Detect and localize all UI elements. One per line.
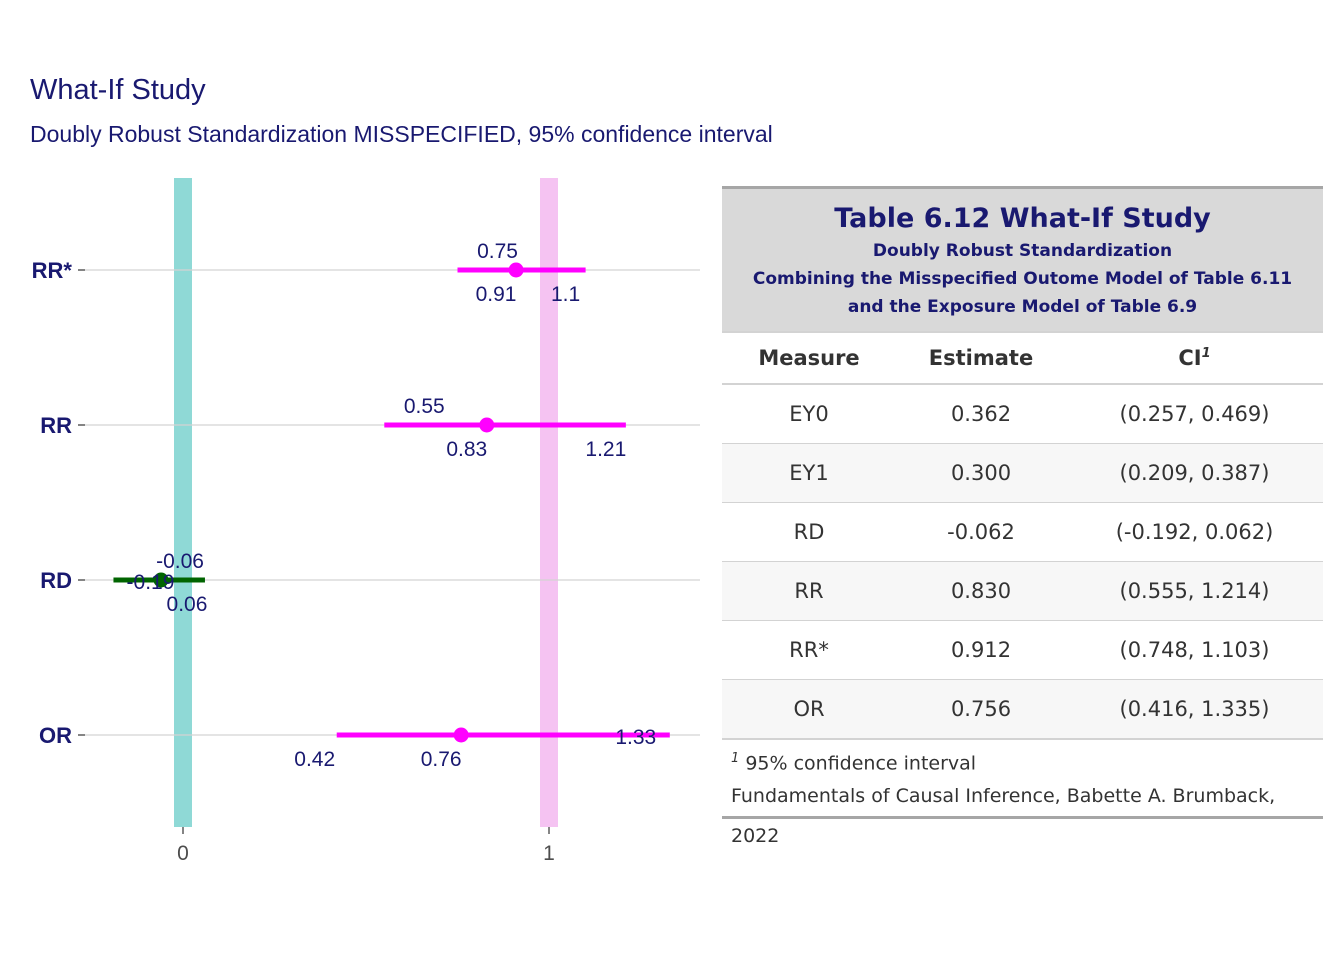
estimate-point (453, 727, 469, 743)
footnote-mark: 1 (731, 751, 740, 766)
table-row: OR 0.756 (0.416, 1.335) (722, 680, 1323, 740)
reference-band-zero (174, 178, 192, 827)
table-body: EY0 0.362 (0.257, 0.469) EY1 0.300 (0.209, 0.… (722, 385, 1323, 740)
estimate-point (153, 572, 169, 588)
ci-upper-label: 1.21 (585, 438, 626, 461)
cell-estimate: -0.062 (947, 520, 1015, 544)
table-subtitle-line: Combining the Misspecified Outome Model … (752, 269, 1293, 289)
cell-measure: EY1 (789, 461, 829, 485)
estimate-label: -0.06 (156, 550, 204, 573)
column-header-ci: CI1 (1066, 346, 1323, 370)
cell-measure: RD (793, 520, 825, 544)
estimate-point (479, 417, 495, 433)
table-row: RR* 0.912 (0.748, 1.103) (722, 621, 1323, 680)
cell-ci: (0.209, 0.387) (1119, 461, 1270, 485)
column-header-measure: Measure (758, 346, 860, 370)
chart-subtitle: Doubly Robust Standardization MISSPECIFI… (30, 121, 773, 147)
ci-lower-label: -0.19 (127, 571, 175, 594)
ci-upper-label: 1.1 (551, 283, 580, 306)
table-row: EY0 0.362 (0.257, 0.469) (722, 385, 1323, 444)
ci-lower-label: 0.55 (404, 395, 445, 418)
results-table: Table 6.12 What-If Study Doubly Robust S… (722, 186, 1323, 847)
cell-ci: (0.257, 0.469) (1119, 402, 1270, 426)
table-subtitle-line: and the Exposure Model of Table 6.9 (847, 297, 1198, 317)
table-footnote: 1 95% confidence interval (722, 740, 1323, 776)
ci-lower-label: 0.42 (294, 748, 335, 771)
estimate-label: 0.76 (421, 748, 462, 771)
cell-ci: (-0.192, 0.062) (1115, 520, 1274, 544)
cell-estimate: 0.830 (950, 579, 1012, 603)
chart-title: What-If Study (30, 74, 206, 106)
table-subtitle-line: Doubly Robust Standardization (872, 241, 1173, 261)
estimate-label: 0.83 (446, 438, 487, 461)
cell-estimate: 0.756 (950, 697, 1012, 721)
table-title: Table 6.12 What-If Study (834, 203, 1211, 234)
y-tick-label: OR (39, 723, 72, 748)
ci-lower-label: 0.75 (477, 240, 518, 263)
y-tick-label: RD (40, 568, 72, 593)
cell-estimate: 0.912 (950, 638, 1012, 662)
cell-measure: EY0 (789, 402, 829, 426)
table-row: EY1 0.300 (0.209, 0.387) (722, 444, 1323, 503)
ci-upper-label: 1.33 (615, 726, 656, 749)
y-tick-label: RR (40, 413, 72, 438)
column-headers: Measure Estimate CI1 (722, 331, 1323, 385)
cell-measure: OR (793, 697, 825, 721)
table-source-note: Fundamentals of Causal Inference, Babett… (722, 776, 1323, 847)
table-row: RR 0.830 (0.555, 1.214) (722, 562, 1323, 621)
cell-ci: (0.748, 1.103) (1119, 638, 1270, 662)
table-row: RD -0.062 (-0.192, 0.062) (722, 503, 1323, 562)
estimate-point (508, 262, 524, 278)
footnote-text: 95% confidence interval (745, 752, 977, 775)
reference-band-one (540, 178, 558, 827)
y-tick-label: RR* (32, 258, 73, 283)
cell-measure: RR (794, 579, 824, 603)
table-header: Table 6.12 What-If Study Doubly Robust S… (722, 186, 1323, 331)
ci-footnote-mark: 1 (1201, 346, 1211, 361)
cell-ci: (0.555, 1.214) (1119, 579, 1270, 603)
cell-estimate: 0.300 (950, 461, 1012, 485)
cell-measure: RR* (789, 638, 829, 662)
cell-estimate: 0.362 (950, 402, 1012, 426)
ci-header-label: CI (1178, 346, 1202, 370)
cell-ci: (0.416, 1.335) (1119, 697, 1270, 721)
ci-upper-label: 0.06 (167, 593, 208, 616)
x-tick-label: 0 (177, 842, 189, 865)
forest-plot: RR* 0.75 0.91 1.1 RR 0.550.83 1.21 RD -0.19-0.06… (32, 178, 700, 865)
x-tick-label: 1 (543, 842, 555, 865)
estimate-label: 0.91 (476, 283, 517, 306)
column-header-estimate: Estimate (928, 346, 1034, 370)
